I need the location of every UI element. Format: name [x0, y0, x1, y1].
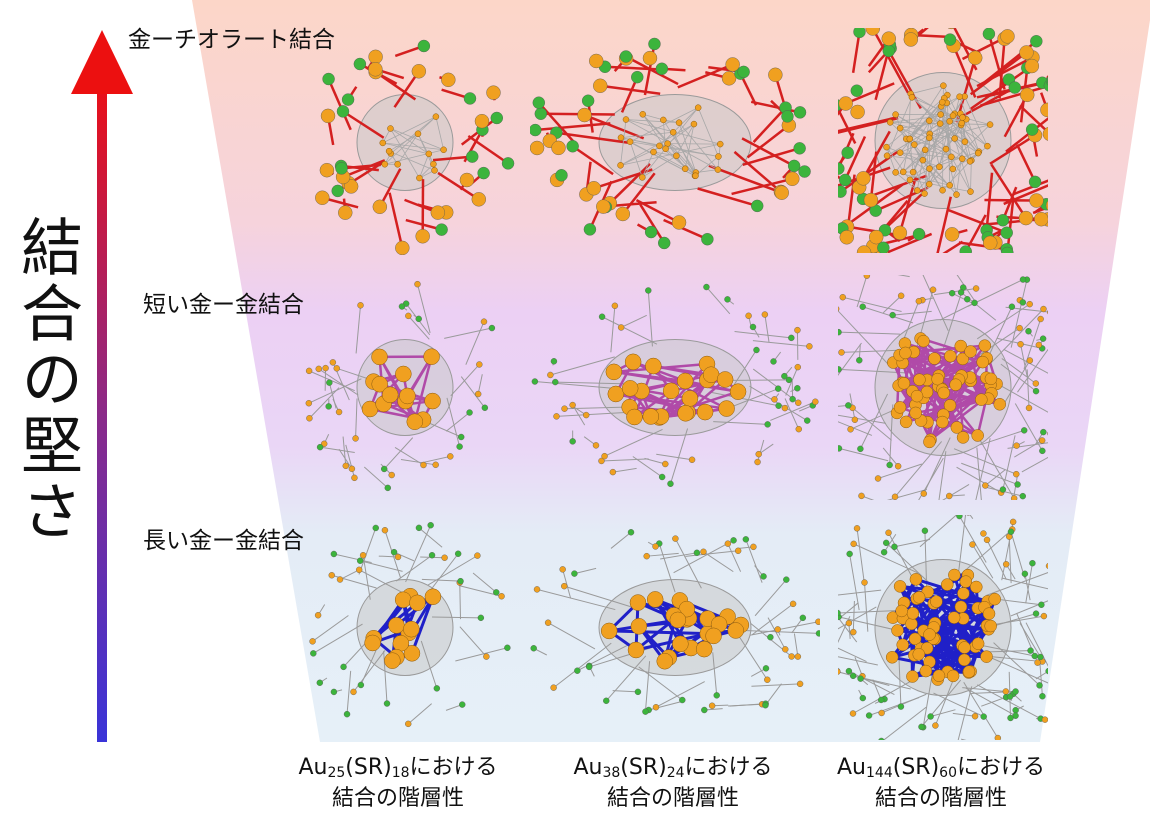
cluster-au25-short-au-au [290, 275, 520, 500]
caption-formula: Au38(SR)24における [538, 752, 808, 783]
cluster-au38-long-au-au [530, 515, 820, 740]
caption-line2: 結合の階層性 [538, 783, 808, 814]
formula-subscript: 18 [392, 765, 410, 781]
cluster-au25-au-thiolate [290, 30, 520, 255]
formula-element: Au [298, 755, 327, 780]
caption-formula: Au144(SR)60における [806, 752, 1076, 783]
formula-suffix: における [410, 755, 498, 780]
formula-subscript: 60 [939, 765, 957, 781]
formula-ligand: (SR) [620, 755, 666, 780]
cluster-au38-short-au-au [530, 275, 820, 500]
cluster-core-hull [357, 95, 453, 191]
caption-au38: Au38(SR)24における 結合の階層性 [538, 752, 808, 814]
formula-suffix: における [685, 755, 773, 780]
caption-formula: Au25(SR)18における [263, 752, 533, 783]
row-label-long-au-au: 長い金ー金結合 [143, 521, 304, 555]
axis-label-bond-hardness: 結合の堅さ [6, 215, 86, 545]
formula-element: Au [573, 755, 602, 780]
formula-subscript: 144 [866, 765, 893, 781]
cluster-au25-long-au-au [290, 515, 520, 740]
formula-element: Au [837, 755, 866, 780]
formula-ligand: (SR) [345, 755, 391, 780]
atoms [531, 529, 820, 714]
caption-line2: 結合の階層性 [806, 783, 1076, 814]
formula-subscript: 25 [327, 765, 345, 781]
formula-ligand: (SR) [893, 755, 939, 780]
caption-au144: Au144(SR)60における 結合の階層性 [806, 752, 1076, 814]
cluster-au144-long-au-au [838, 515, 1048, 740]
atoms [310, 522, 511, 727]
row-label-short-au-au: 短い金ー金結合 [143, 285, 304, 319]
caption-line2: 結合の階層性 [263, 783, 533, 814]
bond-network [838, 28, 1048, 253]
cluster-au144-au-thiolate [838, 28, 1048, 253]
bond-network [838, 515, 1048, 740]
formula-subscript: 38 [602, 765, 620, 781]
cluster-au144-short-au-au [838, 275, 1048, 500]
formula-suffix: における [957, 755, 1045, 780]
cluster-au38-au-thiolate [530, 30, 820, 255]
formula-subscript: 24 [667, 765, 685, 781]
caption-au25: Au25(SR)18における 結合の階層性 [263, 752, 533, 814]
